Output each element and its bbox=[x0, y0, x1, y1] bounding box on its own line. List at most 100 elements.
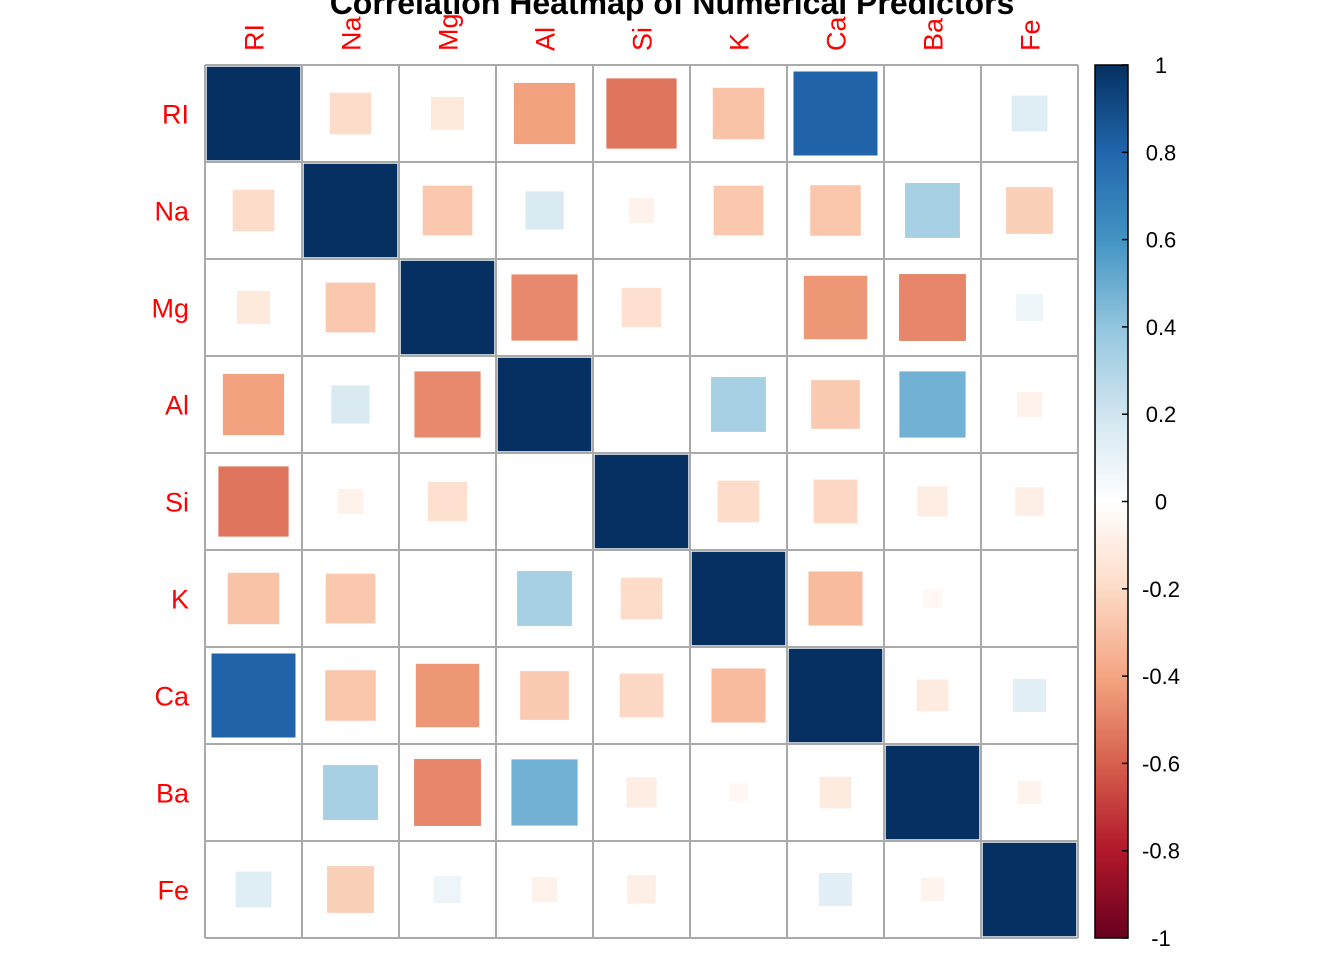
colorbar-tick-label: -0.2 bbox=[1142, 577, 1180, 602]
cell-fe-mg bbox=[433, 875, 462, 904]
cell-ba-mg bbox=[414, 759, 481, 826]
cell-ca-k bbox=[711, 668, 766, 723]
row-label-si: Si bbox=[165, 488, 189, 518]
col-label-fe: Fe bbox=[1016, 19, 1046, 51]
cell-ba-ca bbox=[819, 776, 852, 809]
cell-si-fe bbox=[1015, 487, 1044, 516]
row-label-mg: Mg bbox=[151, 294, 189, 324]
cell-fe-na bbox=[327, 866, 374, 913]
cell-na-na bbox=[301, 161, 400, 260]
cell-al-ba bbox=[899, 371, 966, 438]
cell-k-k bbox=[689, 549, 788, 648]
row-label-fe: Fe bbox=[157, 876, 189, 906]
cell-na-ri bbox=[232, 189, 275, 232]
row-label-ca: Ca bbox=[154, 682, 189, 712]
colorbar-tick-label: 0.8 bbox=[1146, 140, 1177, 165]
chart-title: Correlation Heatmap of Numerical Predict… bbox=[330, 0, 1015, 21]
colorbar-tick-label: -0.8 bbox=[1142, 839, 1180, 864]
cell-ba-si bbox=[626, 777, 657, 808]
colorbar-tick-label: 0 bbox=[1155, 490, 1167, 515]
cell-ri-al bbox=[513, 82, 576, 145]
cell-k-al bbox=[517, 571, 572, 626]
cell-fe-al bbox=[531, 876, 558, 903]
col-label-k: K bbox=[725, 33, 755, 51]
cell-mg-na bbox=[325, 282, 376, 333]
cell-mg-al bbox=[511, 274, 578, 341]
col-label-si: Si bbox=[628, 27, 658, 51]
col-label-ba: Ba bbox=[919, 17, 949, 51]
cell-mg-si bbox=[621, 287, 662, 328]
cell-al-ca bbox=[811, 380, 860, 429]
cell-al-ri bbox=[222, 373, 285, 436]
column-labels: RI Na Mg Al Si K Ca Ba Fe bbox=[240, 13, 1046, 51]
cell-mg-ri bbox=[236, 290, 271, 325]
cell-k-na bbox=[325, 573, 376, 624]
cell-ba-ba bbox=[883, 743, 982, 842]
colorbar-tick-label: -0.6 bbox=[1142, 751, 1180, 776]
cell-na-k bbox=[713, 185, 764, 236]
cell-na-ca bbox=[810, 185, 861, 236]
cell-ba-fe bbox=[1017, 780, 1042, 805]
cell-si-ca bbox=[813, 479, 858, 524]
cell-ri-si bbox=[606, 78, 677, 149]
cell-ri-ca bbox=[791, 69, 880, 158]
cell-k-si bbox=[620, 577, 663, 620]
cell-ca-ca bbox=[786, 646, 885, 745]
col-label-ri: RI bbox=[240, 24, 270, 51]
cell-ca-ba bbox=[916, 679, 949, 712]
row-label-al: Al bbox=[165, 391, 189, 421]
cell-al-mg bbox=[414, 371, 481, 438]
col-label-al: Al bbox=[531, 27, 561, 51]
heatmap-grid bbox=[204, 64, 1079, 939]
cell-si-na bbox=[337, 488, 364, 515]
cell-si-ri bbox=[218, 466, 289, 537]
row-label-ba: Ba bbox=[156, 779, 190, 809]
cell-al-al bbox=[495, 355, 594, 454]
cell-si-mg bbox=[427, 481, 468, 522]
cell-ba-k bbox=[728, 782, 749, 803]
row-label-ri: RI bbox=[162, 100, 189, 130]
cell-ca-si bbox=[619, 673, 664, 718]
cell-na-fe bbox=[1006, 187, 1053, 234]
cell-fe-si bbox=[627, 875, 656, 904]
cell-k-ca bbox=[808, 571, 863, 626]
cell-ri-na bbox=[329, 92, 372, 135]
cell-ri-fe bbox=[1011, 95, 1048, 132]
cell-ba-al bbox=[511, 759, 578, 826]
row-label-na: Na bbox=[154, 197, 189, 227]
cell-mg-ca bbox=[803, 275, 868, 340]
cell-na-al bbox=[525, 191, 564, 230]
cell-ca-fe bbox=[1012, 678, 1047, 713]
colorbar-tick-label: 1 bbox=[1155, 53, 1167, 78]
colorbar-tick-label: 0.2 bbox=[1146, 402, 1177, 427]
heatmap-cells bbox=[204, 64, 1079, 939]
cell-al-k bbox=[711, 377, 766, 432]
col-label-ca: Ca bbox=[822, 16, 852, 51]
cell-ca-mg bbox=[415, 663, 480, 728]
row-labels: RI Na Mg Al Si K Ca Ba Fe bbox=[151, 100, 189, 906]
cell-al-fe bbox=[1016, 391, 1043, 418]
cell-ba-na bbox=[323, 765, 378, 820]
cell-si-si bbox=[592, 452, 691, 551]
cell-na-mg bbox=[422, 185, 473, 236]
cell-al-na bbox=[331, 385, 370, 424]
cell-ri-mg bbox=[430, 96, 465, 131]
cell-fe-ba bbox=[920, 877, 945, 902]
cell-mg-ba bbox=[899, 274, 966, 341]
col-label-na: Na bbox=[337, 16, 367, 51]
cell-k-ba bbox=[922, 588, 943, 609]
cell-fe-ri bbox=[235, 871, 272, 908]
cell-fe-ca bbox=[818, 872, 853, 907]
cell-mg-fe bbox=[1015, 293, 1044, 322]
col-label-mg: Mg bbox=[434, 13, 464, 51]
colorbar-tick-label: -1 bbox=[1151, 926, 1171, 951]
colorbar-tick-label: 0.4 bbox=[1146, 315, 1177, 340]
cell-ca-ri bbox=[209, 651, 298, 740]
cell-k-ri bbox=[227, 572, 280, 625]
cell-ri-k bbox=[712, 87, 765, 140]
cell-ca-al bbox=[520, 671, 569, 720]
cell-na-si bbox=[628, 197, 655, 224]
cell-fe-fe bbox=[980, 840, 1079, 939]
cell-ri-ri bbox=[204, 64, 303, 163]
